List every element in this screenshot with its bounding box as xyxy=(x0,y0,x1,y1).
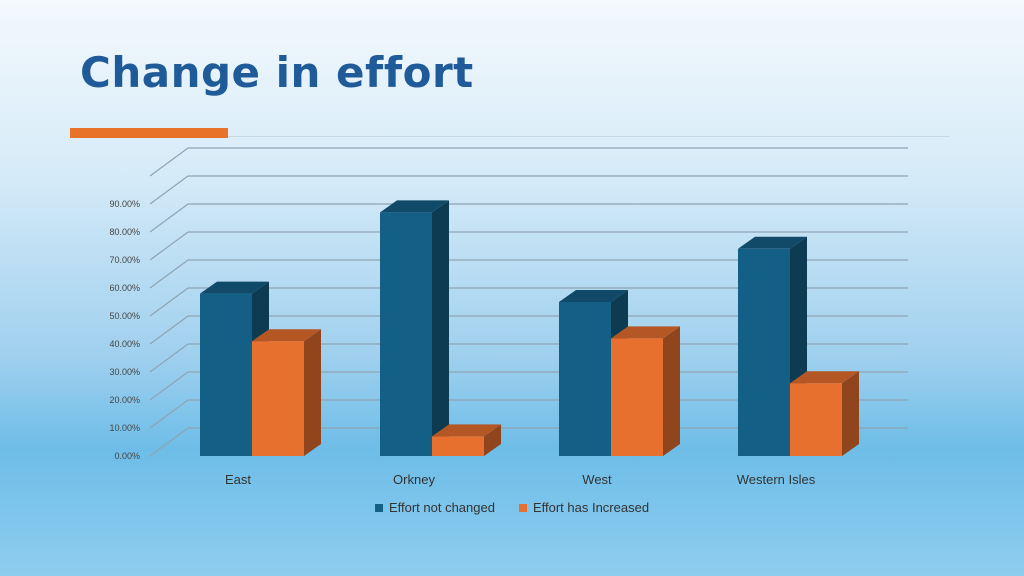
gridline-depth xyxy=(149,231,189,261)
x-tick-label: Western Isles xyxy=(737,472,816,487)
legend-swatch-not-changed xyxy=(374,503,383,512)
gridline-depth xyxy=(149,175,189,205)
y-tick-label: 90.00% xyxy=(109,199,140,209)
legend-item-not-changed: Effort not changed xyxy=(374,500,495,515)
legend-label-not-changed: Effort not changed xyxy=(388,500,495,515)
y-tick-label: 80.00% xyxy=(109,227,140,237)
bar-increased-1 xyxy=(432,424,501,456)
y-tick-label: 0.00% xyxy=(114,451,140,461)
bar-increased-0 xyxy=(252,329,321,456)
bar-not-changed-1 xyxy=(380,200,449,456)
y-tick-label: 50.00% xyxy=(109,311,140,321)
x-tick-label: West xyxy=(582,472,612,487)
title-accent-bar xyxy=(70,128,228,138)
bar-not-changed-2 xyxy=(559,290,628,456)
gridline-depth xyxy=(149,315,189,345)
legend-label-increased: Effort has Increased xyxy=(532,500,650,515)
y-tick-label: 40.00% xyxy=(109,339,140,349)
gridline-depth xyxy=(149,343,189,373)
bar-increased-2 xyxy=(611,326,680,456)
x-tick-label: Orkney xyxy=(393,472,435,487)
chart-legend: Effort not changed Effort has Increased xyxy=(0,500,1024,515)
y-tick-label: 20.00% xyxy=(109,395,140,405)
gridline-depth xyxy=(149,203,189,233)
y-tick-label: 60.00% xyxy=(109,283,140,293)
gridline-depth xyxy=(149,371,189,401)
gridline-depth xyxy=(149,259,189,289)
legend-item-increased: Effort has Increased xyxy=(518,500,650,515)
bar-increased-3 xyxy=(790,371,859,456)
gridline-depth xyxy=(149,427,189,457)
y-tick-label: 10.00% xyxy=(109,423,140,433)
y-tick-label: 70.00% xyxy=(109,255,140,265)
x-tick-label: East xyxy=(225,472,251,487)
gridline-depth xyxy=(149,287,189,317)
legend-swatch-increased xyxy=(518,503,527,512)
gridline-depth xyxy=(149,399,189,429)
y-tick-label: 30.00% xyxy=(109,367,140,377)
gridline-depth xyxy=(149,147,189,177)
title-divider xyxy=(228,136,950,137)
slide-title: Change in effort xyxy=(80,48,474,97)
